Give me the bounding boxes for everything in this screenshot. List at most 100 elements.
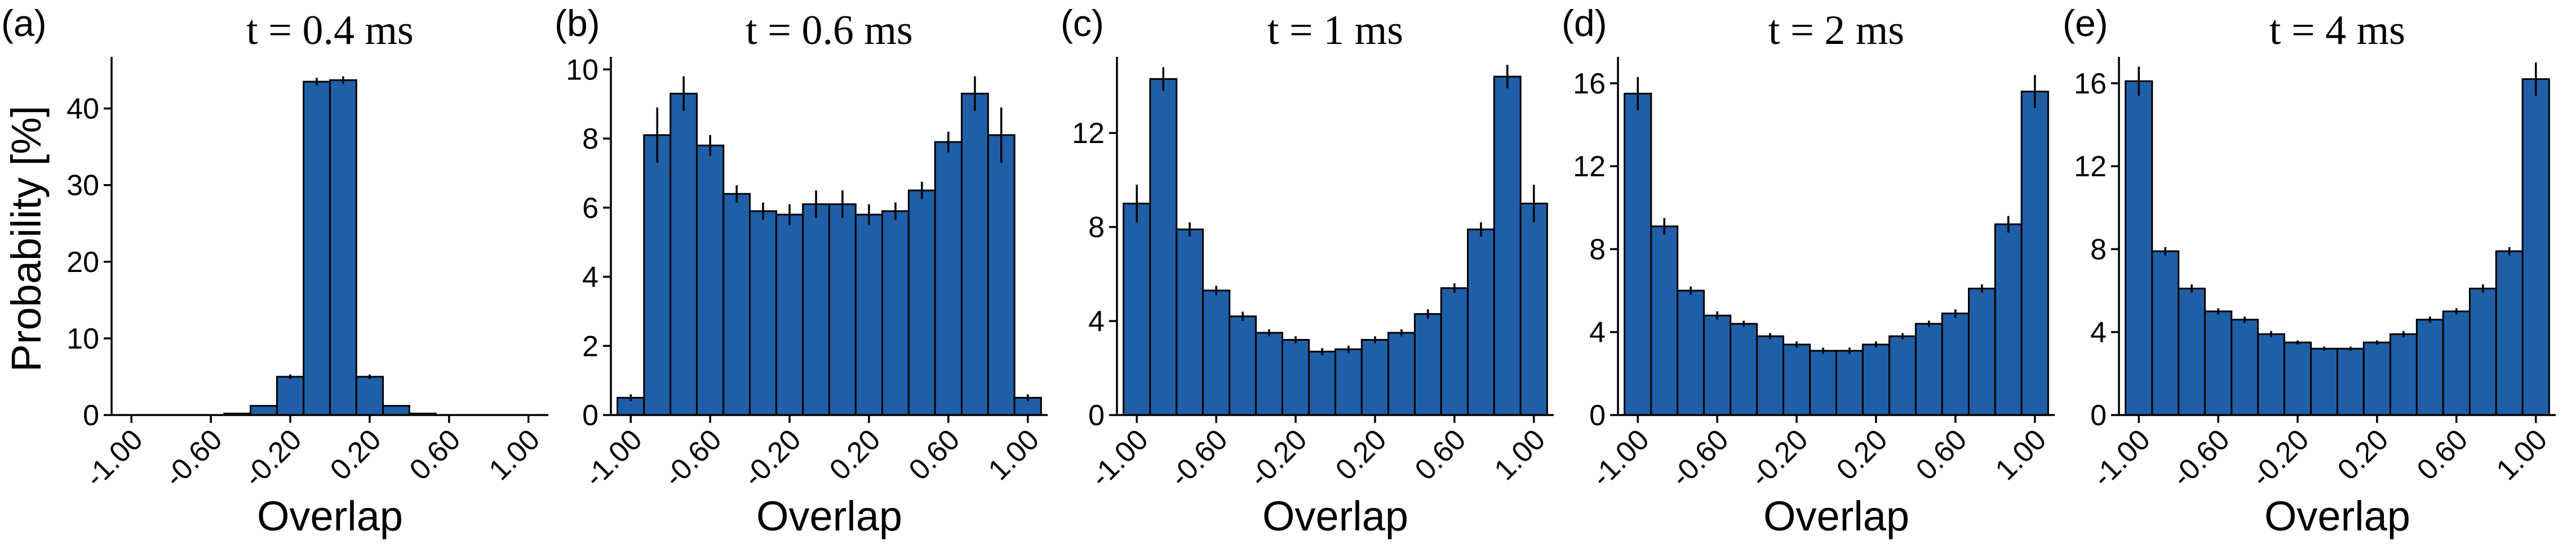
x-tick-label: 0.60 bbox=[1910, 423, 1974, 487]
x-tick-label: -0.20 bbox=[737, 423, 808, 494]
y-tick-label: 12 bbox=[2074, 150, 2107, 183]
bar bbox=[960, 92, 989, 416]
bar bbox=[1387, 332, 1416, 416]
y-tick-label: 16 bbox=[2074, 68, 2107, 100]
bar bbox=[1861, 344, 1891, 416]
bar bbox=[1308, 350, 1336, 416]
x-tick-label: -1.00 bbox=[79, 423, 149, 494]
bar bbox=[2362, 341, 2392, 416]
panel-label: (b) bbox=[555, 2, 600, 44]
y-tick-label: 40 bbox=[66, 93, 99, 126]
x-tick-label: 1.00 bbox=[1989, 423, 2053, 487]
bar bbox=[2125, 80, 2153, 416]
bar bbox=[854, 213, 884, 416]
x-tick-label: -0.20 bbox=[1744, 423, 1815, 494]
x-tick-label: 0.20 bbox=[1830, 423, 1894, 487]
x-tick-label: 0.20 bbox=[1329, 423, 1393, 487]
bar bbox=[1756, 335, 1784, 416]
y-tick-label: 16 bbox=[1573, 68, 1606, 100]
x-tick-label: -0.20 bbox=[2245, 423, 2316, 494]
x-tick-label: -1.00 bbox=[1585, 423, 1656, 494]
chart-title: t = 0.6 ms bbox=[746, 7, 913, 53]
y-tick-label: 0 bbox=[2090, 399, 2107, 432]
y-tick-label: 0 bbox=[582, 399, 598, 432]
y-tick-label: 0 bbox=[83, 399, 99, 432]
x-tick-label: 0.60 bbox=[1409, 423, 1473, 487]
bar bbox=[1255, 332, 1283, 416]
bar bbox=[1519, 202, 1548, 416]
bar bbox=[1202, 289, 1231, 416]
x-axis-label: Overlap bbox=[257, 493, 403, 539]
bar bbox=[1703, 314, 1732, 416]
x-tick-label: 0.20 bbox=[324, 423, 388, 487]
bar bbox=[802, 203, 830, 416]
x-tick-label: -0.20 bbox=[238, 423, 308, 494]
x-tick-label: 0.60 bbox=[2411, 423, 2475, 487]
bar bbox=[1835, 350, 1864, 416]
panel-label: (a) bbox=[1, 2, 47, 44]
x-tick-label: 1.00 bbox=[982, 423, 1046, 487]
bar bbox=[2310, 347, 2339, 416]
bar bbox=[987, 134, 1016, 416]
x-tick-label: -0.60 bbox=[1665, 423, 1735, 494]
x-axis-label: Overlap bbox=[2264, 493, 2410, 539]
chart-title: t = 2 ms bbox=[1768, 7, 1904, 53]
bar bbox=[2178, 287, 2206, 416]
bar bbox=[1440, 287, 1469, 416]
panel-label: (d) bbox=[1562, 2, 1607, 44]
bar bbox=[1281, 338, 1310, 416]
bar bbox=[329, 79, 357, 416]
x-tick-label: -0.20 bbox=[1243, 423, 1314, 494]
bar bbox=[1149, 78, 1178, 416]
x-tick-label: -0.60 bbox=[658, 423, 728, 494]
x-tick-label: 1.00 bbox=[2490, 423, 2554, 487]
bar bbox=[2336, 347, 2365, 416]
bar bbox=[722, 193, 751, 416]
bar bbox=[2521, 78, 2550, 416]
bar bbox=[2231, 319, 2259, 416]
x-axis-label: Overlap bbox=[756, 493, 902, 539]
bar bbox=[1176, 228, 1204, 416]
y-tick-label: 6 bbox=[582, 192, 598, 225]
y-tick-label: 8 bbox=[1088, 211, 1105, 244]
y-tick-label: 0 bbox=[1088, 399, 1105, 432]
bar bbox=[2020, 91, 2049, 416]
bar bbox=[2389, 333, 2418, 416]
y-tick-label: 0 bbox=[1589, 399, 1606, 432]
bar bbox=[1360, 338, 1390, 416]
bar bbox=[907, 189, 936, 416]
bar bbox=[1730, 323, 1758, 416]
y-tick-label: 2 bbox=[582, 330, 598, 363]
y-tick-label: 8 bbox=[1589, 233, 1606, 266]
bar bbox=[1941, 313, 1970, 416]
bar bbox=[382, 405, 410, 416]
x-tick-label: -0.60 bbox=[2166, 423, 2236, 494]
bar bbox=[1413, 313, 1442, 416]
y-tick-label: 4 bbox=[1589, 316, 1606, 349]
bar bbox=[696, 144, 725, 416]
x-tick-label: -1.00 bbox=[578, 423, 649, 494]
bar bbox=[1624, 92, 1652, 416]
x-tick-label: -1.00 bbox=[2086, 423, 2157, 494]
bar bbox=[250, 405, 278, 416]
bar bbox=[1994, 223, 2023, 416]
bar bbox=[934, 141, 963, 416]
y-tick-label: 8 bbox=[582, 123, 598, 155]
bar bbox=[1782, 344, 1811, 416]
bar bbox=[2415, 319, 2444, 416]
x-tick-label: 1.00 bbox=[483, 423, 547, 487]
bar bbox=[1123, 202, 1151, 416]
bar bbox=[1229, 315, 1257, 416]
bar bbox=[670, 92, 698, 416]
bar bbox=[775, 213, 804, 416]
x-axis-label: Overlap bbox=[1262, 493, 1408, 539]
bar bbox=[643, 134, 672, 416]
x-tick-label: -0.60 bbox=[158, 423, 229, 494]
bar bbox=[2151, 250, 2180, 416]
bar bbox=[1967, 287, 1996, 416]
y-tick-label: 4 bbox=[1088, 305, 1105, 338]
bar bbox=[303, 81, 331, 416]
y-tick-label: 10 bbox=[566, 53, 598, 86]
bar bbox=[2257, 333, 2285, 416]
